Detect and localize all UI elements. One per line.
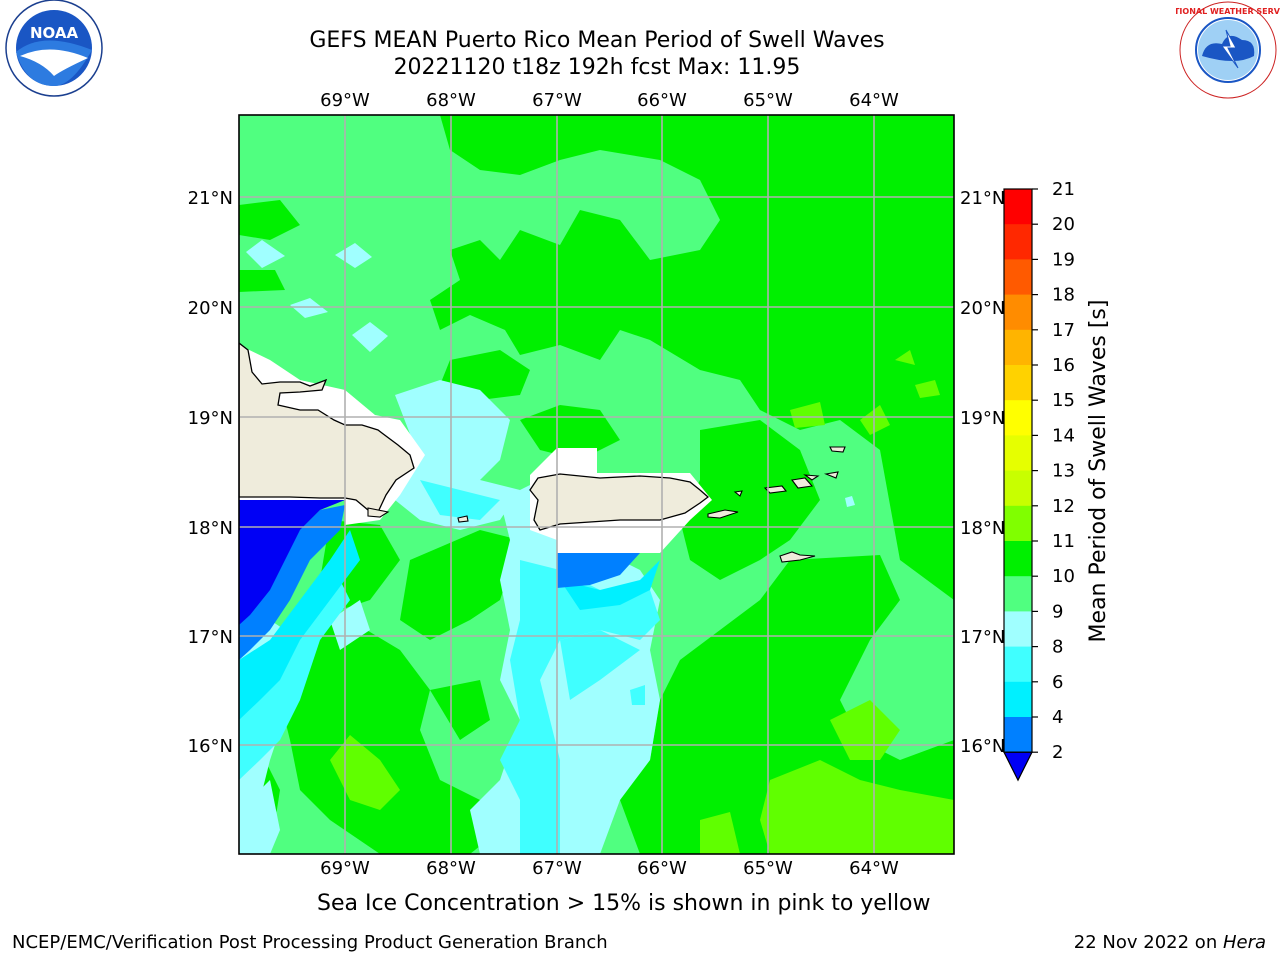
lat-label: 16°N bbox=[960, 736, 1005, 757]
colorbar-tick-label: 18 bbox=[1052, 285, 1075, 306]
colorbar-tick-label: 15 bbox=[1052, 390, 1075, 411]
colorbar-segment bbox=[1004, 717, 1032, 753]
colorbar-tick-label: 14 bbox=[1052, 425, 1075, 446]
colorbar-segment bbox=[1004, 294, 1032, 331]
colorbar-tick-label: 12 bbox=[1052, 496, 1075, 517]
period-10-11-regions bbox=[239, 115, 954, 854]
lat-label: 18°N bbox=[188, 518, 233, 539]
colorbar-tick-label: 8 bbox=[1052, 637, 1063, 658]
sea-ice-caption: Sea Ice Concentration > 15% is shown in … bbox=[317, 891, 931, 916]
noaa-logo-text: NOAA bbox=[30, 24, 79, 42]
lon-label: 68°W bbox=[426, 90, 476, 111]
footer-branch: NCEP/EMC/Verification Post Processing Pr… bbox=[12, 932, 608, 953]
land-puerto-rico bbox=[529, 473, 710, 531]
colorbar-segment bbox=[1004, 681, 1032, 718]
lon-label: 64°W bbox=[849, 90, 899, 111]
colorbar-segment bbox=[1004, 611, 1032, 648]
colorbar: 21 20 19 18 17 16 15 14 13 12 11 10 9 8 6 4 2 bbox=[1003, 179, 1075, 782]
colorbar-segment bbox=[1004, 470, 1032, 507]
colorbar-segment bbox=[1004, 329, 1032, 366]
colorbar-tick-label: 11 bbox=[1052, 531, 1075, 552]
lat-label: 16°N bbox=[188, 736, 233, 757]
colorbar-segment bbox=[1004, 189, 1032, 225]
lat-label: 20°N bbox=[188, 298, 233, 319]
colorbar-segment bbox=[1004, 541, 1032, 577]
lon-label: 67°W bbox=[532, 90, 582, 111]
colorbar-tick-label: 19 bbox=[1052, 249, 1075, 270]
colorbar-tick-label: 4 bbox=[1052, 707, 1063, 728]
lon-label: 65°W bbox=[743, 858, 793, 879]
lat-label: 21°N bbox=[188, 188, 233, 209]
period-11-12-regions bbox=[330, 350, 954, 854]
lon-labels-top: 69°W 68°W 67°W 66°W 65°W 64°W bbox=[320, 90, 899, 111]
lon-labels-bottom: 69°W 68°W 67°W 66°W 65°W 64°W bbox=[320, 858, 899, 879]
colorbar-segment bbox=[1004, 224, 1032, 260]
lon-label: 69°W bbox=[320, 90, 370, 111]
map-plot bbox=[239, 115, 954, 854]
colorbar-segment bbox=[1004, 259, 1032, 296]
colorbar-segment bbox=[1004, 435, 1032, 472]
map-frame bbox=[238, 114, 955, 855]
footer-date: 22 Nov 2022 on Hera bbox=[1074, 932, 1266, 953]
footer-date-text: 22 Nov 2022 on bbox=[1073, 932, 1223, 953]
lat-label: 18°N bbox=[960, 518, 1005, 539]
lon-label: 69°W bbox=[320, 858, 370, 879]
lon-label: 68°W bbox=[426, 858, 476, 879]
colorbar-segment bbox=[1004, 646, 1032, 683]
period-4-6-regions bbox=[239, 505, 640, 660]
lon-label: 66°W bbox=[637, 858, 687, 879]
lat-label: 21°N bbox=[960, 188, 1005, 209]
colorbar-segment bbox=[1004, 576, 1032, 612]
period-2-4-region bbox=[239, 500, 345, 625]
colorbar-label: Mean Period of Swell Waves [s] bbox=[1086, 300, 1111, 643]
lat-label: 20°N bbox=[960, 298, 1005, 319]
period-6-7-regions bbox=[239, 530, 660, 720]
lon-label: 65°W bbox=[743, 90, 793, 111]
lat-label: 17°N bbox=[188, 627, 233, 648]
colorbar-tick-label: 20 bbox=[1052, 214, 1075, 235]
colorbar-tick-label: 16 bbox=[1052, 355, 1075, 376]
footer-machine: Hera bbox=[1222, 932, 1266, 953]
lon-label: 64°W bbox=[849, 858, 899, 879]
colorbar-tick-label: 9 bbox=[1052, 601, 1063, 622]
colorbar-tick-label: 2 bbox=[1052, 742, 1063, 763]
nws-logo-text: NATIONAL WEATHER SERVICE bbox=[1176, 7, 1280, 16]
small-islands bbox=[367, 446, 846, 563]
colorbar-segment bbox=[1004, 365, 1032, 401]
noaa-logo: NOAA bbox=[5, 0, 103, 97]
lat-label: 19°N bbox=[960, 408, 1005, 429]
lon-label: 67°W bbox=[532, 858, 582, 879]
colorbar-tick-label: 10 bbox=[1052, 566, 1075, 587]
lat-labels-left: 21°N 20°N 19°N 18°N 17°N 16°N bbox=[188, 188, 233, 757]
colorbar-under-extension bbox=[1003, 751, 1033, 782]
colorbar-tick-label: 6 bbox=[1052, 672, 1063, 693]
colorbar-tick-label: 21 bbox=[1052, 179, 1075, 200]
chart-subtitle: 20221120 t18z 192h fcst Max: 11.95 bbox=[393, 55, 801, 80]
lat-labels-right: 21°N 20°N 19°N 18°N 17°N 16°N bbox=[960, 188, 1005, 757]
lon-label: 66°W bbox=[637, 90, 687, 111]
period-7-8-regions bbox=[239, 480, 660, 854]
chart-title: GEFS MEAN Puerto Rico Mean Period of Swe… bbox=[309, 28, 885, 53]
lat-label: 17°N bbox=[960, 627, 1005, 648]
nws-logo: NATIONAL WEATHER SERVICE bbox=[1176, 1, 1280, 99]
lat-label: 19°N bbox=[188, 408, 233, 429]
graticule bbox=[239, 115, 954, 854]
colorbar-segment bbox=[1004, 505, 1032, 542]
colorbar-segment bbox=[1004, 400, 1032, 436]
colorbar-tick-label: 13 bbox=[1052, 461, 1075, 482]
colorbar-tick-label: 17 bbox=[1052, 320, 1075, 341]
